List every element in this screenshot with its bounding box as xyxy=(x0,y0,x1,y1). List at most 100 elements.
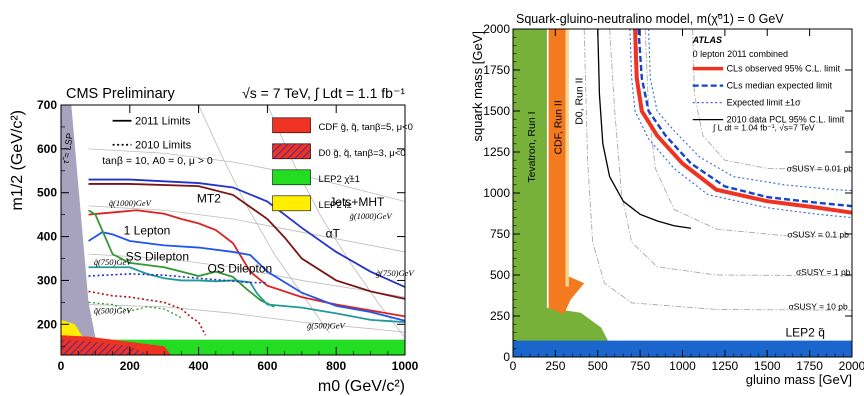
atlas-plot: Tevatron, Run I CDF, Run II D0, Run II LEP2… xyxy=(470,12,864,387)
x-tick-label: 800 xyxy=(326,359,346,373)
y-tick-label: 1750 xyxy=(483,63,510,77)
y-tick-label: 400 xyxy=(37,230,57,244)
sigma-label: σSUSY = 10 pb xyxy=(788,301,847,311)
cms-ylabel: m1/2 (GeV/c²) xyxy=(9,110,26,210)
atlas-legend-label: CLs observed 95% C.L. limit xyxy=(727,64,841,74)
contour-label: q̃(750)GeV xyxy=(94,257,134,267)
box-legend-swatch xyxy=(272,169,311,186)
box-legend-label: CDF g̃, q̃, tanβ=5, μ<0 xyxy=(319,122,413,133)
x-tick-label: 1000 xyxy=(669,359,696,373)
x-tick-label: 200 xyxy=(120,359,140,373)
cms-subtitle: √s = 7 TeV, ∫ Ldt = 1.1 fb⁻¹ xyxy=(242,85,405,101)
y-tick-label: 1500 xyxy=(483,104,510,118)
y-tick-label: 0 xyxy=(503,350,510,364)
series-label: OS Dilepton xyxy=(208,262,273,276)
x-tick-label: 400 xyxy=(189,359,209,373)
series-label: αT xyxy=(326,226,341,240)
atlas-series-line-3 xyxy=(629,28,853,219)
contour-label: g̃(750)GeV xyxy=(376,268,416,278)
mass-contour-1 xyxy=(88,205,406,253)
d0-region xyxy=(61,339,151,355)
sigma-label: σSUSY = 0.1 pb xyxy=(787,229,849,239)
lumi-label: ∫ L dt = 1.04 fb⁻¹, √s=7 TeV xyxy=(712,123,815,133)
x-tick-label: 250 xyxy=(545,359,565,373)
series-line-2010-7 xyxy=(88,290,207,336)
atlas-series-line-2 xyxy=(648,28,853,192)
atlas-label: ATLAS xyxy=(692,35,722,45)
y-tick-label: 300 xyxy=(37,273,57,287)
series-label: MT2 xyxy=(197,191,221,205)
region-label: CDF, Run II xyxy=(552,100,564,154)
y-tick-label: 700 xyxy=(37,98,57,112)
region-label: Tevatron, Run I xyxy=(526,111,538,182)
x-tick-label: 1750 xyxy=(796,359,823,373)
params-text: tanβ = 10, A0 = 0, μ > 0 xyxy=(102,155,213,167)
contour-label: q̃(1000)GeV xyxy=(109,198,153,208)
sigma-label: σSUSY = 1 pb xyxy=(796,267,851,277)
atlas-series-line-4 xyxy=(597,28,692,229)
ss-dilepton-2010-line xyxy=(88,301,182,319)
y-tick-label: 1250 xyxy=(483,145,510,159)
x-tick-label: 1500 xyxy=(754,359,781,373)
box-legend-label: LEP2 χ̃±1 xyxy=(319,174,360,185)
sigma-contour-3 xyxy=(583,28,853,311)
cms-title: CMS Preliminary xyxy=(66,86,176,102)
d0-run2-region xyxy=(565,29,569,287)
y-tick-label: 2000 xyxy=(483,22,510,36)
series-line-1-lepton xyxy=(88,231,406,322)
x-tick-label: 500 xyxy=(588,359,608,373)
combined-label: 0 lepton 2011 combined xyxy=(693,49,788,59)
x-tick-label: 2000 xyxy=(839,359,864,373)
y-tick-label: 750 xyxy=(490,227,510,241)
y-tick-label: 200 xyxy=(37,317,57,331)
y-tick-label: 500 xyxy=(490,268,510,282)
cms-plot: Jets+MHT αT MT2 1 Lepton SS Dilepton OS Dilep… xyxy=(9,85,419,395)
atlas-ylabel: squark mass [GeV] xyxy=(470,31,485,142)
series-line--t xyxy=(88,183,406,300)
region-label: D0, Run II xyxy=(573,78,585,125)
series-line-jets-mht xyxy=(88,178,406,288)
series-line-2010-6 xyxy=(88,273,268,284)
lep2-squark-label: LEP2 q̃ xyxy=(786,326,825,340)
atlas-legend-label: Expected limit ±1σ xyxy=(727,98,801,108)
series-label: Jets+MHT xyxy=(329,195,385,209)
series-label: SS Dilepton xyxy=(126,250,189,264)
atlas-plot-area xyxy=(513,29,852,357)
contour-label: g̃(1000)GeV xyxy=(350,211,394,221)
box-legend-label: D0 g̃, q̃, tanβ=3, μ<0 xyxy=(319,148,406,159)
atlas-xlabel: gluino mass [GeV] xyxy=(746,372,852,387)
x-tick-label: 1000 xyxy=(392,359,419,373)
line-legend-label: 2010 Limits xyxy=(135,140,192,152)
atlas-title: Squark-gluino-neutralino model, m(χ̃⁰1) … xyxy=(516,12,784,26)
y-tick-label: 500 xyxy=(37,186,57,200)
atlas-legend-label: CLs median expected limit xyxy=(727,81,833,91)
box-legend-swatch xyxy=(272,117,311,134)
y-tick-label: 600 xyxy=(37,142,57,156)
series-label: 1 Lepton xyxy=(124,223,171,237)
x-tick-label: 750 xyxy=(630,359,650,373)
mass-contour-3 xyxy=(88,304,406,333)
lsp-region xyxy=(61,105,99,355)
x-tick-label: 600 xyxy=(257,359,277,373)
atlas-legend-label: 2010 data PCL 95% C.L. limit xyxy=(727,115,845,125)
box-legend-label: LEP2 l̃± xyxy=(319,199,352,211)
sigma-label: σSUSY = 0.01 pb xyxy=(787,164,854,174)
series-line-ss-dilepton xyxy=(88,209,275,308)
box-legend-swatch xyxy=(272,195,311,212)
contour-label: g̃(500)GeV xyxy=(307,321,347,331)
line-legend-label: 2011 Limits xyxy=(135,116,191,128)
series-line-mt2 xyxy=(88,209,406,318)
mass-contour-0 xyxy=(88,148,406,202)
y-tick-label: 250 xyxy=(490,309,510,323)
box-legend-swatch xyxy=(272,143,311,160)
x-tick-label: 0 xyxy=(58,359,65,373)
x-tick-label: 1250 xyxy=(712,359,739,373)
contour-label: q̃(500)GeV xyxy=(94,305,134,315)
sigma-contour-0 xyxy=(692,28,853,171)
tevatron-region xyxy=(513,29,608,357)
sigma-contour-2 xyxy=(609,28,853,277)
cms-xlabel: m0 (GeV/c²) xyxy=(318,378,405,395)
x-tick-label: 0 xyxy=(510,359,517,373)
y-tick-label: 1000 xyxy=(483,186,510,200)
